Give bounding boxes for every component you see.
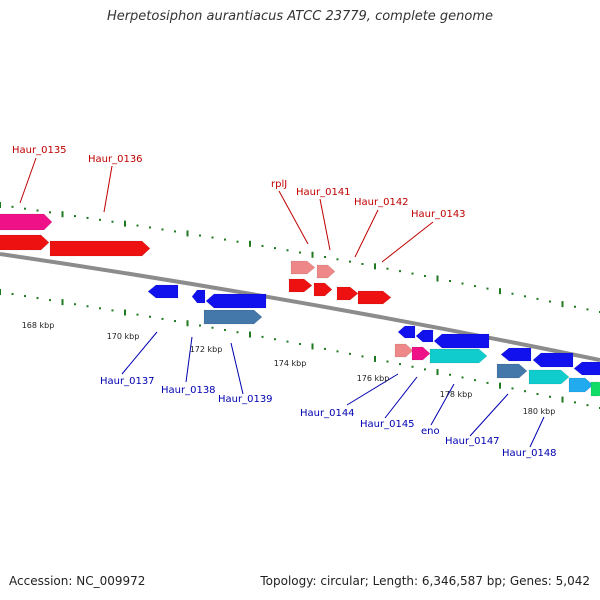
gene-arrow-blue bbox=[500, 347, 532, 362]
gene-arrow-blue bbox=[532, 352, 574, 368]
callout-line bbox=[185, 336, 193, 383]
gene-label[interactable]: rplJ bbox=[271, 179, 287, 190]
reverse-strand-features bbox=[147, 284, 600, 397]
gene-arrow-blue bbox=[397, 325, 416, 339]
callout-line bbox=[384, 376, 418, 419]
gene-arrow-blue bbox=[415, 329, 434, 343]
gene-arrow-red bbox=[49, 240, 151, 257]
gene-arrow-blue bbox=[191, 289, 206, 304]
gene-arrow-blue bbox=[573, 361, 600, 376]
gene-arrow-pink bbox=[394, 343, 414, 358]
gene-label[interactable]: Haur_0141 bbox=[296, 187, 351, 198]
callout-line bbox=[354, 209, 379, 258]
gene-arrow-blue bbox=[433, 333, 490, 349]
gene-labels-lower: Haur_0137 Haur_0138 Haur_0139 Haur_0144 … bbox=[100, 376, 557, 459]
gene-arrow-blue bbox=[147, 284, 179, 299]
gene-arrow-cyan bbox=[429, 348, 488, 364]
gene-arrow-magenta bbox=[411, 346, 431, 361]
gene-label[interactable]: Haur_0139 bbox=[218, 394, 273, 405]
scale-label: 174 kbp bbox=[274, 359, 307, 368]
map-title: Herpetosiphon aurantiacus ATCC 23779, co… bbox=[106, 9, 494, 24]
gene-label[interactable]: Haur_0145 bbox=[360, 419, 415, 430]
gene-label[interactable]: Haur_0143 bbox=[411, 209, 466, 220]
gene-label[interactable]: eno bbox=[421, 426, 440, 437]
scale-label: 172 kbp bbox=[190, 345, 223, 354]
gene-labels-upper: Haur_0135 Haur_0136 rplJ Haur_0141 Haur_… bbox=[12, 145, 466, 220]
genome-summary-text: Topology: circular; Length: 6,346,587 bp… bbox=[260, 574, 590, 588]
inner-tick-ring bbox=[0, 289, 600, 409]
outer-tick-ring bbox=[0, 202, 600, 313]
gene-arrow-red bbox=[336, 286, 359, 301]
scale-label: 176 kbp bbox=[357, 374, 390, 383]
callout-line bbox=[529, 416, 545, 448]
gene-arrow-red bbox=[0, 234, 50, 251]
callout-line bbox=[430, 383, 455, 426]
gene-arrow-green bbox=[590, 381, 600, 397]
gene-label[interactable]: Haur_0138 bbox=[161, 385, 216, 396]
callout-line bbox=[381, 221, 434, 263]
gene-arrow-red bbox=[357, 290, 392, 305]
scale-labels: 168 kbp 170 kbp 172 kbp 174 kbp 176 kbp … bbox=[22, 321, 556, 416]
scale-label: 178 kbp bbox=[440, 390, 473, 399]
gene-label[interactable]: Haur_0136 bbox=[88, 154, 143, 165]
callout-line bbox=[103, 165, 113, 213]
gene-arrow-pink bbox=[316, 264, 336, 279]
callout-line bbox=[230, 342, 244, 395]
gene-label[interactable]: Haur_0135 bbox=[12, 145, 67, 156]
gene-label[interactable]: Haur_0142 bbox=[354, 197, 409, 208]
forward-strand-features bbox=[0, 213, 392, 305]
gene-arrow-magenta bbox=[0, 213, 53, 231]
gene-arrow-red bbox=[288, 278, 313, 293]
scale-label: 180 kbp bbox=[523, 407, 556, 416]
genome-backbone bbox=[0, 252, 600, 362]
gene-arrow-blue bbox=[205, 293, 267, 309]
scale-label: 168 kbp bbox=[22, 321, 55, 330]
callout-line bbox=[121, 331, 158, 375]
gene-arrow-red bbox=[313, 282, 333, 297]
feature-callout-lines bbox=[19, 157, 545, 448]
gene-arrow-pink bbox=[290, 260, 316, 275]
gene-arrow-cyan bbox=[528, 369, 570, 385]
gene-arrow-steel bbox=[203, 309, 263, 325]
gene-label[interactable]: Haur_0147 bbox=[445, 436, 500, 447]
callout-line bbox=[278, 190, 309, 245]
accession-text: Accession: NC_009972 bbox=[9, 574, 146, 588]
callout-line bbox=[19, 157, 37, 204]
gene-label[interactable]: Haur_0148 bbox=[502, 448, 557, 459]
scale-label: 170 kbp bbox=[107, 332, 140, 341]
gene-label[interactable]: Haur_0137 bbox=[100, 376, 155, 387]
gene-label[interactable]: Haur_0144 bbox=[300, 408, 355, 419]
gene-arrow-steel bbox=[496, 363, 528, 379]
callout-line bbox=[346, 373, 399, 406]
callout-line bbox=[319, 198, 331, 251]
gene-arrow-skyblue bbox=[568, 377, 594, 393]
callout-line bbox=[469, 393, 509, 437]
